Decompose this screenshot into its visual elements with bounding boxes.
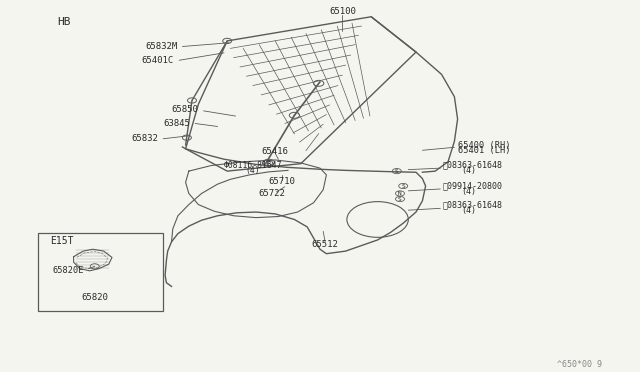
Text: 65820: 65820 [81,293,108,302]
Text: 65710: 65710 [268,177,295,186]
Text: 63845: 63845 [163,119,190,128]
Text: 65416: 65416 [262,147,289,156]
Text: (4): (4) [461,187,476,196]
Text: Ф08116-81647: Ф08116-81647 [223,161,282,170]
Text: 65832: 65832 [131,134,158,143]
Text: S: S [398,196,402,202]
Text: E15T: E15T [50,236,74,246]
Text: 65722: 65722 [259,189,285,198]
Text: 65400 (RH): 65400 (RH) [458,141,510,150]
Text: HB: HB [58,17,71,27]
Text: N: N [398,191,402,196]
Text: B: B [267,160,271,165]
Text: (4): (4) [246,166,260,175]
Text: ^650*00 9: ^650*00 9 [557,360,602,369]
Text: S: S [395,169,399,174]
Text: 65401 (LH): 65401 (LH) [458,146,510,155]
Text: 65100: 65100 [329,7,356,16]
Text: 65832M: 65832M [146,42,178,51]
Text: 65820E: 65820E [53,266,84,275]
Text: Ⓝ08363-61648: Ⓝ08363-61648 [443,201,503,210]
Text: (4): (4) [461,206,476,215]
Text: 65401C: 65401C [142,56,174,65]
Text: (4): (4) [461,166,476,175]
Text: Ⓞ09914-20800: Ⓞ09914-20800 [443,182,503,190]
Text: S: S [401,183,405,189]
Text: Ⓝ08363-61648: Ⓝ08363-61648 [443,161,503,170]
Text: 65512: 65512 [312,240,339,248]
Bar [38,232,163,311]
Text: 65850: 65850 [172,105,198,114]
